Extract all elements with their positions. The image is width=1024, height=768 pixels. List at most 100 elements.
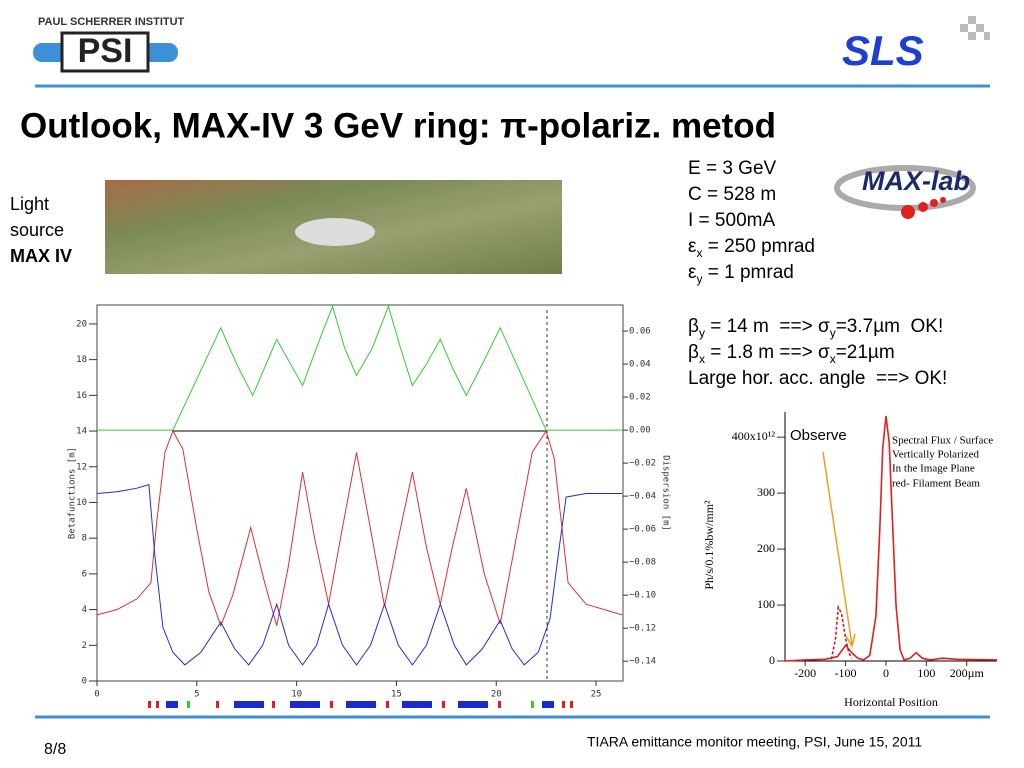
annotation: red- Filament Beam (892, 478, 980, 490)
series-line (784, 415, 998, 662)
parameter-text: x (829, 351, 836, 366)
side-label: Light (10, 194, 49, 214)
slide-title: Outlook, MAX-IV 3 GeV ring: π-polariz. m… (20, 106, 776, 145)
parameter-line: Large hor. acc. angle ==> OK! (688, 368, 947, 390)
parameter-text: y (829, 325, 836, 340)
footer-note: TIARA emittance monitor meeting, PSI, Ju… (587, 734, 922, 750)
parameter-text: β (688, 342, 699, 363)
y-tick-label: 8 (82, 534, 87, 544)
parameter-line: βx = 1.8 m ==> σx=21µm (688, 342, 895, 366)
y-tick-label: 200 (757, 541, 775, 555)
parameter-text: ε (688, 262, 697, 283)
parameter-line: I = 500mA (688, 210, 775, 232)
series-line (97, 304, 622, 431)
parameter-text: I = 500mA (688, 210, 776, 231)
maxlab-logo: MAX-lab (862, 166, 970, 196)
y-tick-label: 4 (82, 605, 87, 615)
y2-tick-label: −0.04 (629, 492, 656, 502)
parameter-text: Large hor. acc. angle ==> OK! (688, 368, 948, 389)
parameter-text: =3.7µm OK! (835, 316, 944, 337)
y-axis-label: Betafunctions [m] (68, 447, 78, 539)
y-tick-label: 20 (76, 319, 87, 329)
page-number: 8/8 (44, 741, 66, 758)
parameter-text: β (688, 316, 699, 337)
y-tick-label: 18 (76, 355, 87, 365)
x-tick-label: 15 (391, 690, 402, 700)
parameter-text: =21µm (835, 342, 895, 363)
parameter-text: x (696, 245, 703, 260)
parameter-text: = 1.8 m ==> σ (704, 342, 830, 363)
parameter-line: εx = 250 pmrad (688, 236, 815, 260)
x-tick-label: 20 (491, 690, 502, 700)
x-tick-label: 100 (917, 666, 935, 680)
parameter-line: βy = 14 m ==> σy=3.7µm OK! (688, 316, 943, 340)
y2-tick-label: −0.08 (629, 558, 656, 568)
y-tick-label: 14 (76, 427, 87, 437)
parameter-text: ε (688, 236, 697, 257)
y-tick-label: 100 (757, 597, 775, 611)
x-axis-label: Horizontal Position (844, 695, 938, 709)
y2-tick-label: 0.00 (629, 426, 651, 436)
series-line (96, 483, 622, 666)
parameter-line: C = 528 m (688, 184, 776, 206)
y2-axis-label: Dispersion [m] (661, 455, 671, 531)
side-label: source (10, 220, 64, 240)
y-tick-label: 300 (757, 485, 775, 499)
y-tick-label: 16 (76, 391, 87, 401)
sls-logo: SLS (842, 27, 924, 74)
series-line (96, 429, 623, 628)
x-tick-label: 25 (591, 690, 602, 700)
y2-tick-label: −0.02 (629, 459, 656, 469)
y-tick-label: 0 (82, 677, 87, 687)
x-tick-label: 0 (94, 690, 99, 700)
x-tick-label: 5 (194, 690, 199, 700)
series-line (830, 604, 853, 660)
plot-frame (96, 304, 624, 682)
x-tick-label: -100 (835, 666, 857, 680)
parameter-line: εy = 1 pmrad (688, 262, 794, 286)
y-tick-label: 2 (82, 641, 87, 651)
y-tick-label: 6 (82, 569, 87, 579)
parameter-text: E = 3 GeV (688, 158, 777, 179)
y2-tick-label: −0.06 (629, 525, 656, 535)
institute-name: PAUL SCHERRER INSTITUT (38, 16, 185, 28)
photo-ring (295, 218, 375, 246)
annotation: Spectral Flux / Surface (892, 435, 993, 447)
parameter-text: = 250 pmrad (702, 236, 815, 257)
side-label: MAX IV (10, 246, 72, 266)
annotation: Vertically Polarized (892, 449, 980, 461)
sls-mark (960, 16, 990, 40)
y-tick-label: 10 (76, 498, 87, 508)
parameter-line: E = 3 GeV (688, 158, 776, 180)
y-tick-label: 400x10¹² (732, 429, 776, 443)
y2-tick-label: −0.14 (629, 657, 656, 667)
observe-arrow (822, 451, 853, 646)
parameter-text: x (698, 351, 705, 366)
y2-tick-label: 0.02 (629, 393, 651, 403)
y2-tick-label: −0.12 (629, 624, 656, 634)
x-tick-label: 10 (291, 690, 302, 700)
magnet-row (148, 701, 573, 708)
parameter-text: y (696, 271, 703, 286)
parameter-text: = 1 pmrad (702, 262, 794, 283)
y-tick-label: 12 (76, 462, 87, 472)
parameter-text: C = 528 m (688, 184, 777, 205)
logo-box (60, 31, 150, 73)
annotation: In the Image Plane (892, 463, 975, 475)
x-tick-label: -200 (794, 666, 816, 680)
y2-tick-label: 0.06 (629, 327, 651, 337)
y-tick-label: 0 (769, 653, 775, 667)
x-tick-label: 0 (883, 666, 889, 680)
y2-tick-label: −0.10 (629, 591, 656, 601)
annotation: Observe (790, 427, 847, 444)
maxlab-dots (901, 197, 946, 219)
y-axis-label: Ph/s/0.1%bw/mm² (702, 500, 716, 590)
arrow-head (845, 633, 856, 648)
parameter-text: y (698, 325, 705, 340)
logo-text: PSI (78, 32, 133, 70)
x-tick-label: 200µm (950, 666, 985, 680)
y2-tick-label: 0.04 (629, 360, 651, 370)
parameter-text: = 14 m ==> σ (704, 316, 830, 337)
